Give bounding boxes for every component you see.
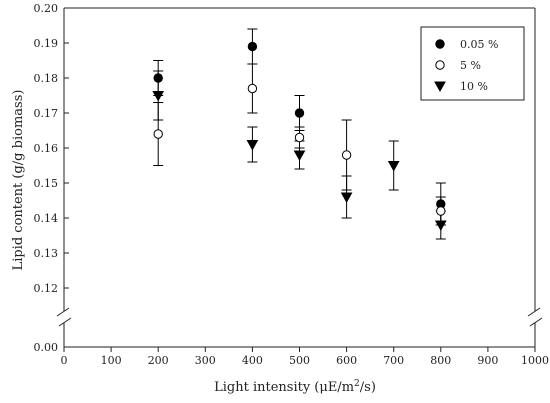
data-point-5 [341,150,352,160]
legend-label: 10 % [460,80,488,93]
y-tick-label: 0.16 [34,142,59,155]
y-tick-label: 0.19 [34,37,59,50]
data-point-10 [434,220,447,232]
y-axis-break-right-gap [527,311,543,323]
x-axis-label: Light intensity (μE/m2/s) [214,379,376,395]
data-point-10 [152,91,165,102]
y-tick-label: 0.17 [34,107,59,120]
data-point-5 [436,206,446,216]
y-tick-label-zero: 0.00 [34,341,59,354]
y-axis-break-left-slash-top [56,307,70,317]
data-points [152,41,447,232]
x-axis-ticks: 0 100 200 300 400 500 600 700 800 900 1000 [61,347,549,367]
legend-label: 0.05 % [460,38,498,51]
x-tick-label: 300 [195,354,216,367]
x-tick-label: 900 [477,354,498,367]
data-point-5 [294,132,305,143]
x-tick-label: 700 [383,354,404,367]
data-point-5 [247,83,258,94]
axis-break-marks [56,307,543,327]
legend: 0.05 % 5 % 10 % [420,26,525,101]
y-axis-break-right-slash-top [527,307,541,317]
y-tick-label: 0.20 [34,2,59,15]
y-tick-label: 0.13 [34,247,59,260]
legend-marker [435,60,445,70]
data-point-10 [340,192,353,204]
y-axis-break-left-gap [56,311,72,323]
y-tick-label: 0.14 [34,212,59,225]
x-tick-label: 800 [430,354,451,367]
data-point-0-05 [294,108,305,118]
y-axis-label: Lipid content (g/g biomass) [11,90,26,271]
y-axis-break-right-slash-bottom [529,317,543,327]
y-axis-break-left-slash-bottom [58,317,72,327]
legend-label: 5 % [460,59,481,72]
legend-marker [435,39,445,49]
x-tick-label: 600 [336,354,357,367]
data-point-5 [153,129,163,139]
x-tick-label: 0 [61,354,68,367]
x-tick-label: 500 [289,354,310,367]
y-axis-ticks: 0.12 0.13 0.14 0.15 0.16 0.17 0.18 0.19 0.20 0.00 [34,2,69,354]
legend-marker [434,81,446,93]
data-point-10 [387,161,400,172]
data-point-0-05 [247,41,258,52]
x-tick-label: 400 [242,354,263,367]
y-tick-label: 0.12 [34,282,59,295]
data-point-10 [246,140,259,151]
x-tick-label: 1000 [521,354,549,367]
y-tick-label: 0.15 [34,177,59,190]
x-tick-label: 200 [148,354,169,367]
x-tick-label: 100 [101,354,122,367]
data-point-10 [293,150,306,162]
data-point-0-05 [153,73,163,83]
y-tick-label: 0.18 [34,72,59,85]
